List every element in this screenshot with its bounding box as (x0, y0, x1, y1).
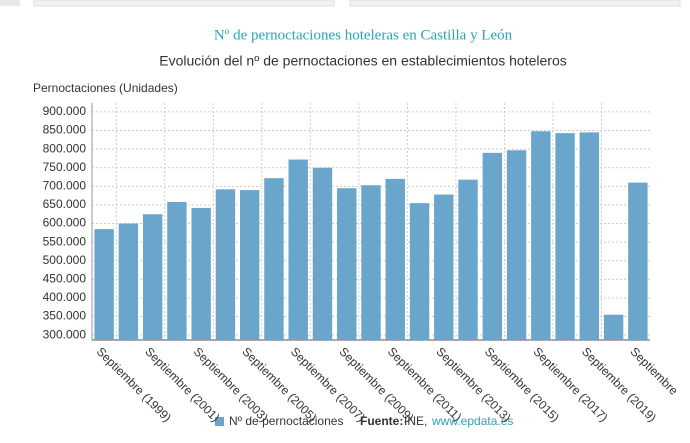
bar (264, 178, 284, 340)
chart-subtitle: Evolución del nº de pernoctaciones en es… (159, 53, 566, 69)
bar (603, 314, 624, 340)
bar (94, 229, 114, 340)
bar (555, 133, 575, 340)
bar (361, 185, 381, 340)
bar (434, 194, 454, 340)
bar (458, 179, 478, 340)
bar (579, 132, 600, 340)
bar (191, 207, 211, 340)
y-tick-label: 700.000 (43, 179, 87, 193)
source: INE, (404, 414, 427, 428)
bar (531, 131, 551, 340)
chart-title: Nº de pernoctaciones hoteleras en Castil… (214, 27, 513, 43)
y-tick-label: 450.000 (43, 272, 87, 286)
bar (239, 190, 260, 340)
y-tick-label: 600.000 (43, 216, 87, 230)
bar (482, 152, 503, 340)
tab (33, 0, 335, 7)
bar (167, 201, 187, 340)
y-tick-label: 350.000 (43, 309, 87, 323)
bar (118, 223, 139, 340)
y-tick-label: 400.000 (43, 290, 87, 304)
bar (215, 189, 236, 340)
y-tick-label: 900.000 (43, 104, 87, 118)
bar (288, 159, 308, 340)
source-link[interactable]: www.epdata.es (431, 414, 513, 428)
y-tick-label: 750.000 (43, 160, 87, 174)
bar (628, 182, 648, 340)
bar (312, 167, 333, 340)
bar (409, 203, 430, 340)
y-tick-label: 650.000 (43, 197, 87, 211)
y-tick-label: 800.000 (43, 141, 87, 155)
tab (349, 0, 681, 7)
bar (506, 150, 527, 340)
source-label: Fuente: (360, 414, 403, 428)
tab-stub (0, 0, 20, 6)
legend-label: Nº de pernoctaciones (229, 414, 343, 428)
bar (337, 188, 357, 340)
bar (385, 178, 405, 340)
y-tick-label: 500.000 (43, 253, 87, 267)
y-tick-label: 550.000 (43, 234, 87, 248)
legend-swatch (215, 417, 224, 426)
y-tick-label: 300.000 (43, 327, 87, 341)
y-tick-label: 850.000 (43, 123, 87, 137)
bar (142, 214, 163, 340)
y-axis-label: Pernoctaciones (Unidades) (33, 81, 178, 95)
